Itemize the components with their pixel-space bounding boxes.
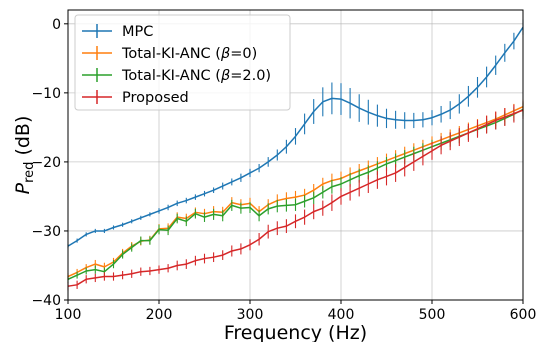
x-tick-label: 500 (419, 307, 446, 323)
y-tick-label: −40 (31, 293, 61, 309)
legend-label-total-ki-anc-beta-0: Total-KI-ANC (β=0) (121, 46, 257, 62)
legend-entry-proposed: Proposed (82, 90, 189, 106)
series-3 (67, 101, 524, 291)
legend-entry-total-ki-anc-beta-0: Total-KI-ANC (β=0) (82, 46, 257, 62)
y-tick-label: −20 (31, 155, 61, 171)
legend-marker-proposed (82, 90, 112, 104)
y-axis-label-main: P (12, 182, 34, 194)
x-tick-label: 300 (237, 307, 264, 323)
legend-label-proposed: Proposed (122, 90, 189, 106)
legend-entry-total-ki-anc-beta-2: Total-KI-ANC (β=2.0) (82, 68, 271, 84)
x-tick-label: 600 (510, 307, 537, 323)
y-axis-label: Pred (dB) (12, 116, 37, 195)
legend-entry-mpc: MPC (82, 24, 153, 40)
x-tick-label: 100 (55, 307, 82, 323)
y-axis-label-subscript: red (22, 162, 37, 183)
x-tick-label: 200 (146, 307, 173, 323)
y-tick-label: −30 (31, 224, 61, 240)
x-axis-label: Frequency (Hz) (224, 322, 367, 342)
x-tick-label: 400 (328, 307, 355, 323)
legend-marker-total-ki-anc-beta-2 (82, 68, 112, 82)
legend-box (74, 14, 291, 111)
legend-marker-total-ki-anc-beta-0 (82, 46, 112, 60)
y-tick-label: 0 (52, 17, 61, 33)
legend-marker-mpc (82, 24, 112, 38)
y-axis: 0 −10 −20 −30 −40 (31, 17, 68, 309)
legend-label-mpc: MPC (122, 24, 153, 40)
legend-label-total-ki-anc-beta-2: Total-KI-ANC (β=2.0) (121, 68, 271, 84)
plot-frame (67, 9, 524, 301)
series-layer (67, 19, 524, 291)
y-axis-label-unit: (dB) (12, 116, 34, 162)
x-axis: 100 200 300 400 500 600 (55, 300, 537, 323)
series-1 (67, 99, 524, 280)
legend: MPC Total-KI-ANC (β=0) Total-KI-ANC (β=2… (74, 14, 291, 111)
y-tick-label: −10 (31, 86, 61, 102)
series-2 (67, 102, 524, 283)
